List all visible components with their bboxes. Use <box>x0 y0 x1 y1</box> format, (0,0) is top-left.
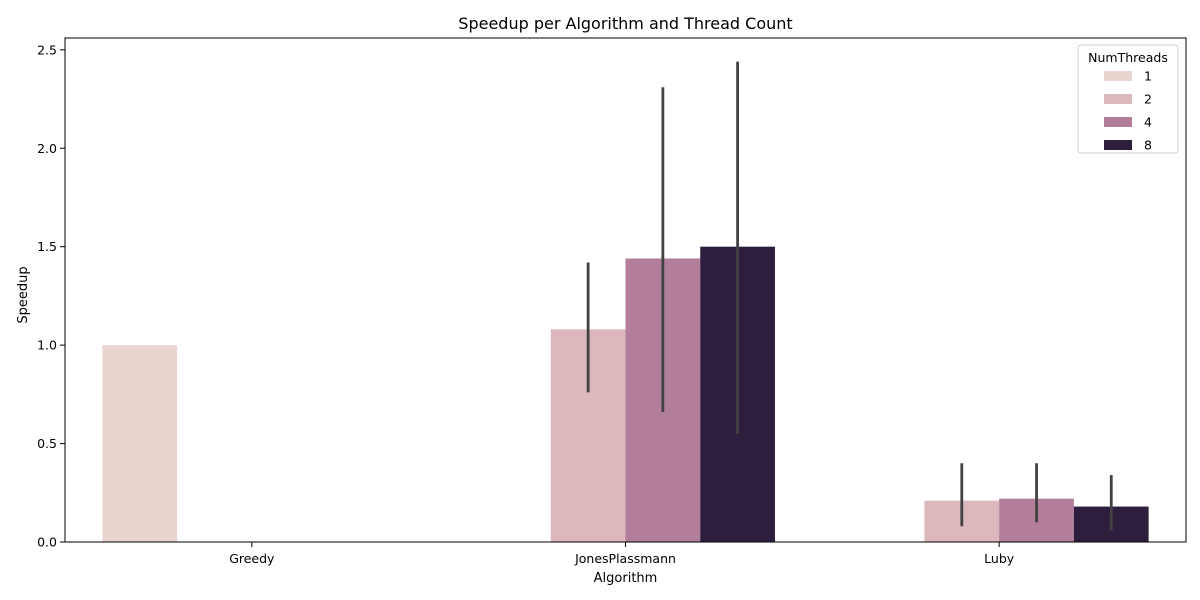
bars-layer <box>102 246 1149 542</box>
legend-label-4: 4 <box>1144 115 1152 130</box>
legend-label-8: 8 <box>1144 138 1152 153</box>
x-tick-label: JonesPlassmann <box>574 551 676 566</box>
legend-title: NumThreads <box>1088 50 1168 65</box>
x-axis-label: Algorithm <box>594 571 658 586</box>
y-axis-label: Speedup <box>16 266 31 323</box>
y-tick-label: 0.0 <box>37 535 57 550</box>
legend-label-1: 1 <box>1144 69 1152 84</box>
x-tick-label: Luby <box>984 551 1015 566</box>
y-tick-label: 2.0 <box>37 141 57 156</box>
y-tick-label: 0.5 <box>37 436 57 451</box>
y-tick-label: 2.5 <box>37 42 57 57</box>
legend-swatch-8 <box>1104 140 1132 150</box>
y-tick-label: 1.0 <box>37 338 57 353</box>
x-tick-label: Greedy <box>229 551 275 566</box>
chart-title: Speedup per Algorithm and Thread Count <box>458 14 792 33</box>
legend-label-2: 2 <box>1144 92 1152 107</box>
bar-Greedy-threads-1 <box>102 345 178 542</box>
legend: NumThreads 1 2 4 8 <box>1077 44 1179 154</box>
legend-swatch-4 <box>1104 117 1132 127</box>
legend-swatch-2 <box>1104 94 1132 104</box>
legend-swatch-1 <box>1104 71 1132 81</box>
error-bars-layer <box>586 61 1113 531</box>
axes-layer: 0.0 0.5 1.0 1.5 2.0 2.5 Greedy JonesPlassmann Lu… <box>37 37 1187 566</box>
y-tick-label: 1.5 <box>37 239 57 254</box>
